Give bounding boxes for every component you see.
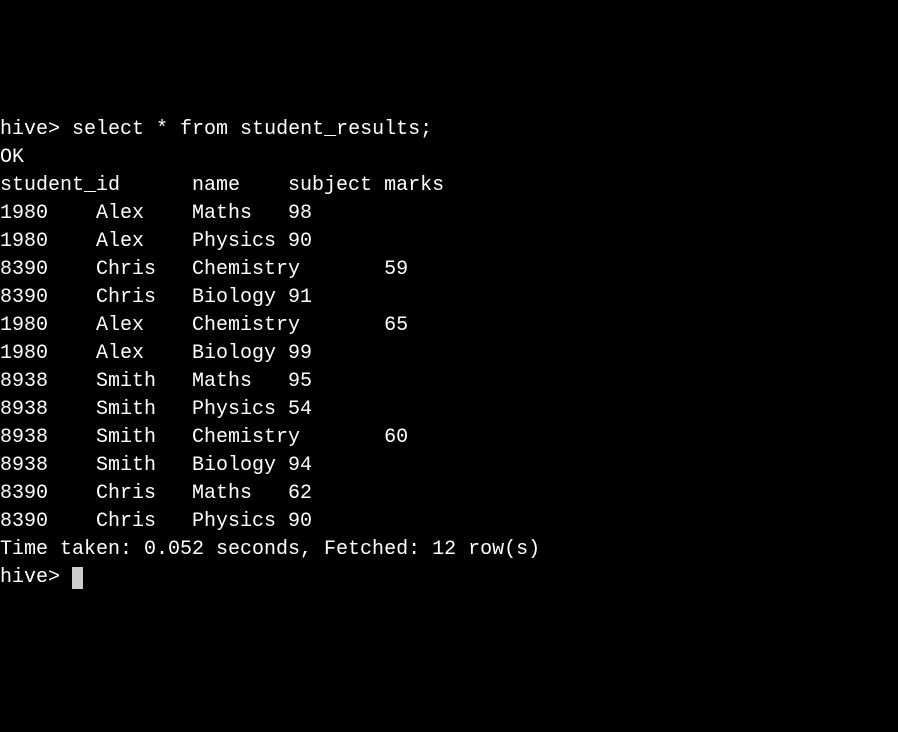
- table-row: 8938 Smith Chemistry 60: [0, 424, 898, 452]
- query-text: select * from student_results;: [72, 118, 432, 141]
- header-row: student_id name subject marks: [0, 172, 898, 200]
- table-row: 1980 Alex Biology 99: [0, 340, 898, 368]
- table-row: 8938 Smith Biology 94: [0, 452, 898, 480]
- table-row: 1980 Alex Maths 98: [0, 200, 898, 228]
- table-row: 8938 Smith Physics 54: [0, 396, 898, 424]
- table-row: 8390 Chris Chemistry 59: [0, 256, 898, 284]
- table-row: 8938 Smith Maths 95: [0, 368, 898, 396]
- timing-line: Time taken: 0.052 seconds, Fetched: 12 r…: [0, 536, 898, 564]
- terminal-output: hive> select * from student_results;OKst…: [0, 116, 898, 592]
- query-line: hive> select * from student_results;: [0, 116, 898, 144]
- prompt-line[interactable]: hive>: [0, 564, 898, 592]
- table-row: 1980 Alex Physics 90: [0, 228, 898, 256]
- cursor: [72, 567, 83, 589]
- table-row: 1980 Alex Chemistry 65: [0, 312, 898, 340]
- prompt: hive>: [0, 118, 60, 141]
- ok-line: OK: [0, 144, 898, 172]
- table-row: 8390 Chris Maths 62: [0, 480, 898, 508]
- table-row: 8390 Chris Biology 91: [0, 284, 898, 312]
- prompt: hive>: [0, 566, 60, 589]
